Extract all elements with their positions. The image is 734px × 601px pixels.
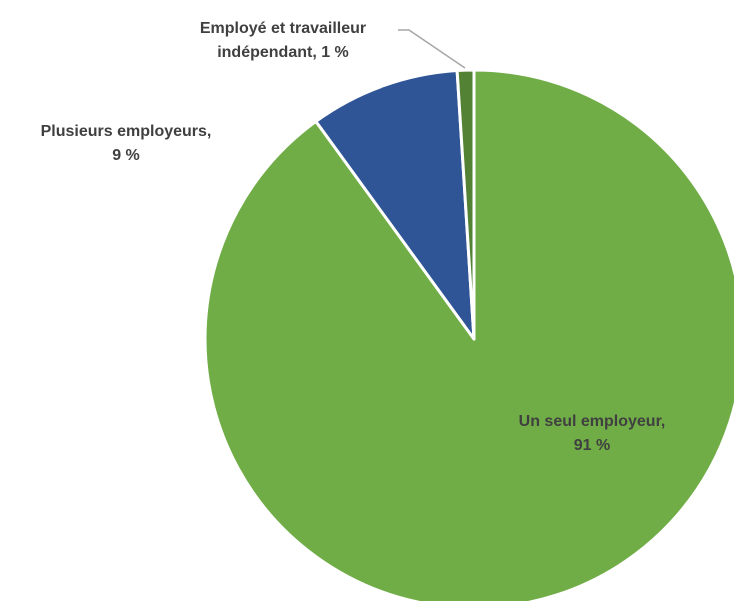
label-un-seul-employeur: Un seul employeur, 91 % [519, 413, 666, 454]
leader-line [398, 29, 466, 69]
slice-employe-et-independant [455, 68, 476, 341]
label-employe-et-independant-line-1: Employé et travailleur [200, 20, 366, 37]
label-plusieurs-employeurs-line-1: Plusieurs employeurs, [41, 123, 212, 140]
label-plusieurs-employeurs-line-2: 9 % [112, 147, 140, 164]
slice-un-seul-employeur [203, 68, 734, 601]
slice-plusieurs-employeurs [314, 69, 476, 341]
label-plusieurs-employeurs: Plusieurs employeurs, 9 % [41, 123, 212, 164]
label-un-seul-employeur-line-1: Un seul employeur, [519, 413, 666, 430]
label-un-seul-employeur-line-2: 91 % [574, 437, 610, 454]
label-employe-et-independant: Employé et travailleur indépendant, 1 % [200, 20, 366, 61]
label-employe-et-independant-line-2: indépendant, 1 % [217, 44, 349, 61]
